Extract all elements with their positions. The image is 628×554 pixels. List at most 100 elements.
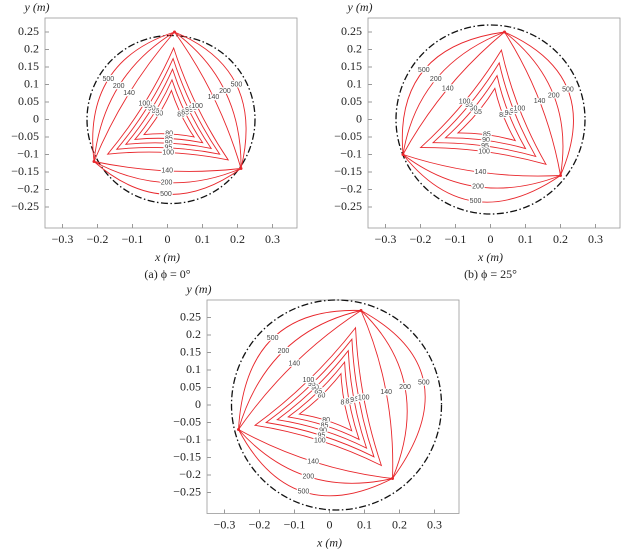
contour-label: 85 [181,109,189,116]
contour-label: 500 [267,335,279,342]
y-tick-label: 0.25 [180,309,201,323]
y-tick-label: 0.15 [180,344,201,358]
contour-label: 85 [152,108,160,115]
contour-label: 200 [161,179,173,186]
source-point [92,160,96,163]
y-tick-label: 0.25 [18,24,39,38]
source-point [559,174,562,177]
y-tick-label: −0.05 [11,129,39,143]
contour-label: 200 [472,184,484,191]
y-tick-label: 0.25 [341,24,362,38]
y-tick-label: 0.05 [341,94,362,108]
source-point [237,428,240,431]
contour-label: 140 [442,85,454,92]
contour-label: 95 [465,102,473,109]
contour-label: 200 [399,384,411,391]
contour-line [444,74,527,150]
plot-frame [44,17,298,229]
contour-label: 100 [459,98,471,105]
contour-label: 85 [474,109,482,116]
contour-label: 85 [499,112,507,119]
contour-label: 80 [177,111,185,118]
contour-label: 90 [165,140,173,147]
source-point [359,309,363,312]
contour-label: 90 [350,397,358,404]
x-tick-label: 0.1 [357,517,372,531]
contour-line [456,87,517,142]
contour-label: 85 [345,398,353,405]
x-tick-label: 0.3 [265,232,280,246]
x-tick-label: −0.1 [445,232,467,246]
y-tick-label: 0 [195,397,201,411]
x-tick-label: 0.1 [518,232,533,246]
source-point [173,30,176,34]
x-tick-label: 0.2 [392,517,407,531]
x-axis-label: x (m) [154,250,180,264]
contour-label: 100 [138,100,150,107]
contour-line [237,310,408,484]
contour-label: 200 [430,76,442,83]
boundary-circle [230,299,443,511]
y-tick-label: −0.1 [17,146,39,160]
contour-line [253,326,383,467]
contour-label: 140 [475,169,487,176]
contour-label: 90 [470,105,478,112]
contour-label: 90 [482,137,490,144]
contour-label: 200 [113,83,125,90]
contour-line [265,337,375,458]
contour-line [431,61,537,158]
y-tick-label: 0.05 [180,379,201,393]
caption: (a) ϕ = 0° [144,267,190,281]
boundary-circle [86,34,256,205]
contour-label: 85 [483,132,491,139]
contour-line [142,89,196,138]
y-tick-label: −0.25 [173,484,201,498]
x-tick-label: −0.2 [87,232,109,246]
plot-frame [206,299,460,514]
y-tick-label: 0 [356,111,362,125]
y-tick-label: −0.15 [11,164,39,178]
contour-line [298,372,353,432]
contour-label: 95 [165,145,173,152]
contour-label: 140 [288,361,300,368]
y-tick-label: 0 [33,111,39,125]
y-tick-label: −0.25 [334,199,362,213]
contour-label: 95 [481,143,489,150]
contour-line [419,48,547,166]
contour-line [276,349,368,450]
x-axis-label: x (m) [477,250,503,264]
contour-label: 100 [162,149,174,156]
y-tick-label: 0.1 [347,76,362,90]
contour-label: 140 [123,90,135,97]
y-axis-label: y (m) [186,282,212,296]
y-tick-label: −0.2 [340,181,362,195]
x-tick-label: −0.2 [410,232,432,246]
x-axis-label: x (m) [316,535,342,549]
contour-label: 100 [314,437,326,444]
contour-label: 140 [161,168,173,175]
contour-label: 500 [102,76,114,83]
contour-label: 85 [165,135,173,142]
contour-line [93,31,242,184]
contour-label: 80 [340,400,348,407]
contour-line [106,46,230,161]
caption: (c) ϕ = 50° [303,552,355,554]
contour-label: 500 [298,489,310,496]
x-tick-label: −0.1 [122,232,144,246]
contour-line [133,78,204,144]
contour-label: 500 [231,82,243,89]
contour-label: 95 [308,381,316,388]
contour-label: 95 [144,103,152,110]
contour-label: 95 [189,105,197,112]
y-tick-label: 0.05 [18,94,39,108]
contour-label: 80 [322,417,330,424]
contour-label: 140 [534,98,546,105]
contour-label: 100 [514,106,526,113]
y-tick-label: 0.15 [18,59,39,73]
contour-label: 80 [318,392,326,399]
source-point [239,167,243,170]
contour-label: 85 [321,422,329,429]
contour-line [93,31,242,172]
panel: −0.3 −0.2 −0.1 0 0.1 0.2 0.3 −0.25 −0.2 −0.15 −0.1… [334,0,621,281]
contour-label: 500 [562,87,574,94]
